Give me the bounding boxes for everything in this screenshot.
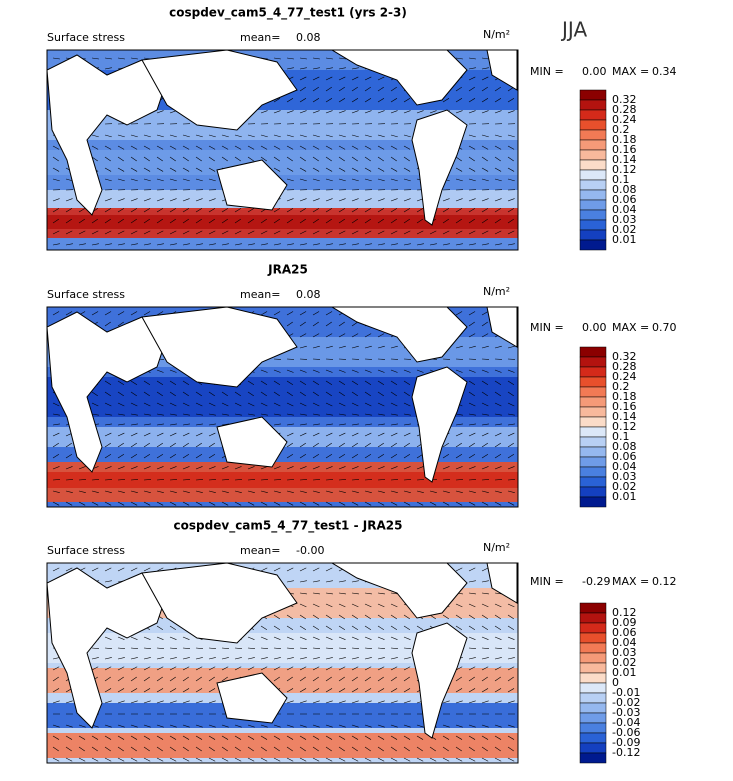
season-label: JJA	[560, 18, 587, 42]
colorbar-box	[580, 180, 606, 190]
colorbar-box	[580, 653, 606, 663]
colorbar-box	[580, 487, 606, 497]
colorbar-box	[580, 703, 606, 713]
colorbar-box	[580, 447, 606, 457]
min-label: MIN =	[530, 575, 564, 588]
map-band	[47, 733, 518, 758]
min-value: 0.00	[582, 65, 607, 78]
colorbar-box	[580, 417, 606, 427]
colorbar-box	[580, 230, 606, 240]
colorbar-box	[580, 603, 606, 613]
colorbar-label: 0.01	[612, 233, 637, 246]
colorbar-box	[580, 457, 606, 467]
max-value: 0.34	[652, 65, 677, 78]
min-value: 0.00	[582, 321, 607, 334]
colorbar-box	[580, 633, 606, 643]
colorbar-label: 0.01	[612, 490, 637, 503]
min-value: -0.29	[582, 575, 610, 588]
colorbar-box	[580, 673, 606, 683]
min-label: MIN =	[530, 65, 564, 78]
units-label: N/m²	[483, 28, 510, 41]
colorbar-box	[580, 210, 606, 220]
max-value: 0.70	[652, 321, 677, 334]
colorbar-box	[580, 693, 606, 703]
colorbar-box	[580, 130, 606, 140]
colorbar-box	[580, 663, 606, 673]
colorbar-box	[580, 643, 606, 653]
colorbar-box	[580, 743, 606, 753]
colorbar-box	[580, 437, 606, 447]
colorbar-box	[580, 477, 606, 487]
mean-value: 0.08	[296, 31, 321, 44]
colorbar-box	[580, 427, 606, 437]
map	[47, 307, 518, 507]
max-value: 0.12	[652, 575, 677, 588]
max-label: MAX =	[612, 321, 649, 334]
colorbar-box	[580, 683, 606, 693]
panel-title: JRA25	[267, 263, 308, 277]
colorbar-box	[580, 387, 606, 397]
mean-value: -0.00	[296, 544, 324, 557]
colorbar-box	[580, 377, 606, 387]
min-label: MIN =	[530, 321, 564, 334]
mean-label: mean=	[240, 544, 280, 557]
field-label: Surface stress	[47, 288, 125, 301]
max-label: MAX =	[612, 575, 649, 588]
colorbar-box	[580, 150, 606, 160]
colorbar-box	[580, 357, 606, 367]
colorbar-box	[580, 407, 606, 417]
colorbar-box	[580, 713, 606, 723]
colorbar-box	[580, 120, 606, 130]
colorbar-box	[580, 190, 606, 200]
mean-label: mean=	[240, 288, 280, 301]
colorbar-box	[580, 753, 606, 763]
panel-title: cospdev_cam5_4_77_test1 - JRA25	[174, 519, 403, 534]
colorbar-box	[580, 220, 606, 230]
mean-value: 0.08	[296, 288, 321, 301]
colorbar-box	[580, 623, 606, 633]
colorbar-box	[580, 467, 606, 477]
field-label: Surface stress	[47, 31, 125, 44]
colorbar-box	[580, 110, 606, 120]
colorbar-box	[580, 367, 606, 377]
colorbar-box	[580, 200, 606, 210]
map	[47, 563, 518, 763]
colorbar-box	[580, 613, 606, 623]
colorbar-box	[580, 733, 606, 743]
map-band	[47, 472, 518, 488]
colorbar-box	[580, 90, 606, 100]
colorbar-box	[580, 100, 606, 110]
max-label: MAX =	[612, 65, 649, 78]
colorbar-label: -0.12	[612, 746, 640, 759]
colorbar-box	[580, 497, 606, 507]
map	[47, 50, 518, 250]
field-label: Surface stress	[47, 544, 125, 557]
panel-title: cospdev_cam5_4_77_test1 (yrs 2-3)	[169, 6, 407, 21]
colorbar-box	[580, 240, 606, 250]
colorbar-box	[580, 170, 606, 180]
colorbar-box	[580, 397, 606, 407]
mean-label: mean=	[240, 31, 280, 44]
map-band	[47, 215, 518, 229]
colorbar-box	[580, 160, 606, 170]
map-band	[47, 703, 518, 728]
colorbar-box	[580, 140, 606, 150]
colorbar-box	[580, 723, 606, 733]
units-label: N/m²	[483, 541, 510, 554]
units-label: N/m²	[483, 285, 510, 298]
colorbar-box	[580, 347, 606, 357]
